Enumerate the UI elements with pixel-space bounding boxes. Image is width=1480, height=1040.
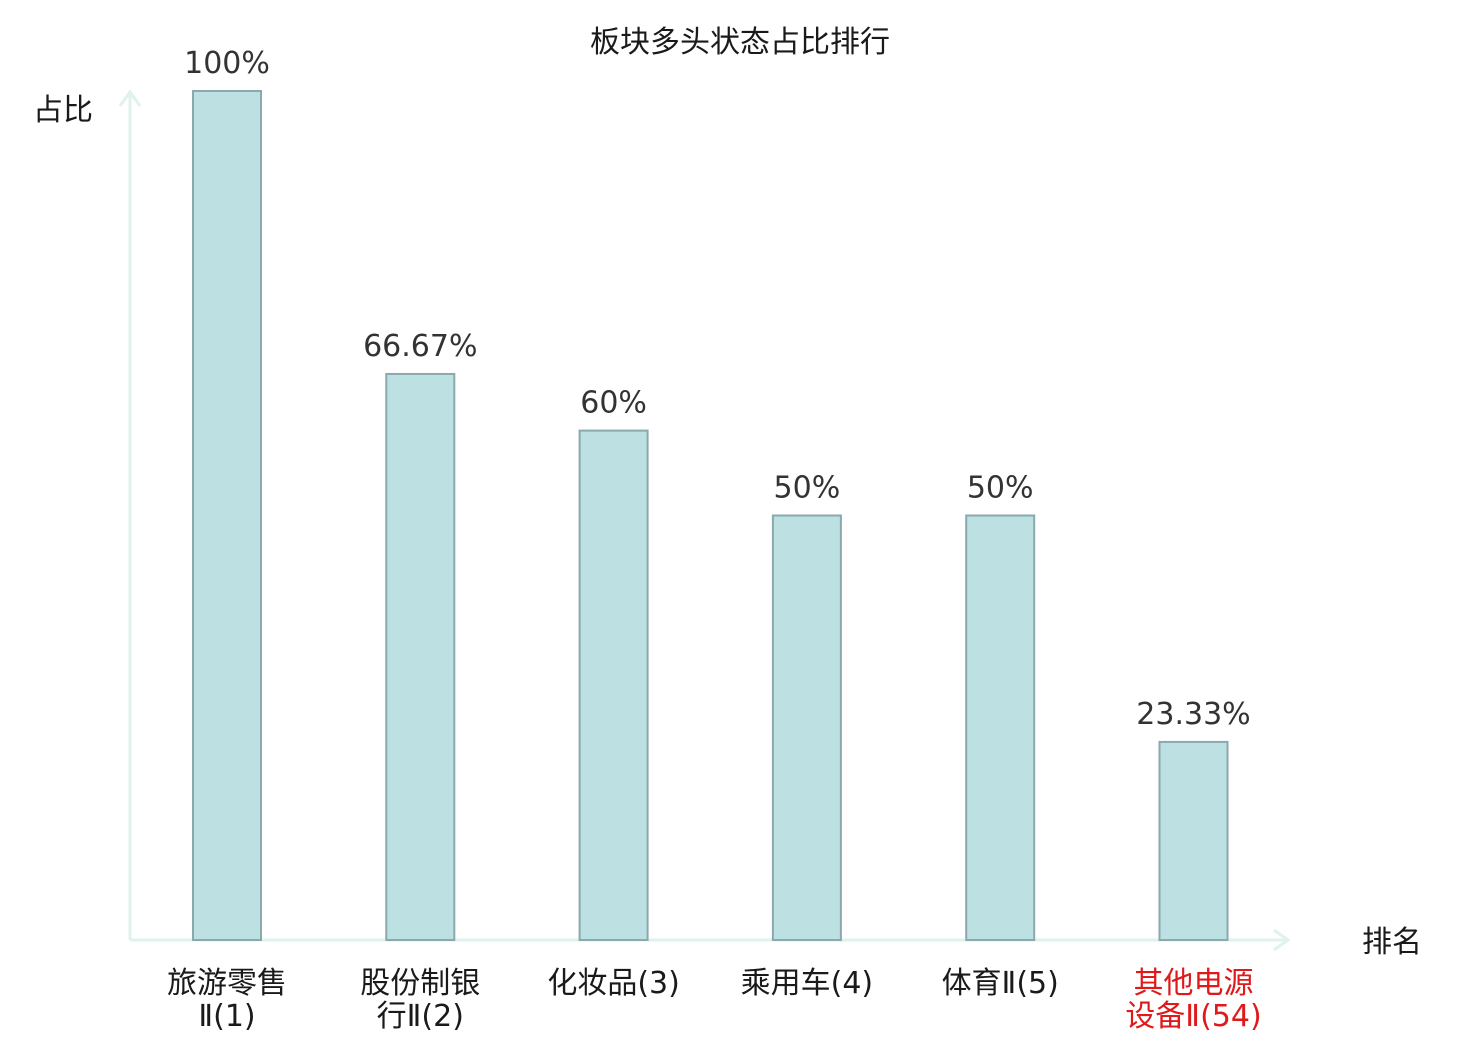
y-axis-arrow [118, 89, 142, 107]
category-label-1: 旅游零售 Ⅱ(1) [167, 966, 287, 1034]
bars [192, 90, 1229, 942]
value-label-5: 50% [967, 471, 1034, 506]
x-axis-label: 排名 [1362, 925, 1422, 960]
y-axis-label: 占比 [33, 93, 93, 128]
value-label-2: 66.67% [363, 329, 477, 364]
value-label-6: 23.33% [1136, 697, 1250, 732]
chart-title: 板块多头状态占比排行 [590, 25, 890, 60]
value-label-4: 50% [774, 471, 841, 506]
category-label-line: 股份制银 [360, 966, 480, 1001]
category-label-4: 乘用车(4) [741, 966, 874, 1001]
category-labels: 旅游零售 Ⅱ(1) 股份制银行Ⅱ(2) 化妆品(3) 乘用车(4) 体育Ⅱ(5) 其他电源设… [167, 966, 1262, 1034]
category-label-line: 设备Ⅱ(54) [1125, 999, 1261, 1034]
category-label-2: 股份制银行Ⅱ(2) [360, 966, 480, 1034]
category-label-line: Ⅱ(1) [198, 999, 255, 1034]
axes [118, 89, 1291, 952]
x-axis-arrow [1273, 928, 1291, 952]
category-label-line: 行Ⅱ(2) [377, 999, 464, 1034]
bar-3 [578, 429, 649, 941]
category-label-line: 其他电源 [1134, 966, 1254, 1001]
category-label-6: 其他电源设备Ⅱ(54) [1125, 966, 1261, 1034]
value-labels: 100% 66.67% 60% 50% 50% 23.33% [184, 46, 1251, 732]
category-label-line: 化妆品(3) [547, 966, 680, 1001]
category-label-line: 体育Ⅱ(5) [942, 966, 1059, 1001]
bar-2 [385, 372, 456, 942]
bar-6 [1158, 740, 1229, 941]
category-label-5: 体育Ⅱ(5) [942, 966, 1059, 1001]
bar-4 [771, 514, 842, 941]
category-label-line: 乘用车(4) [741, 966, 874, 1001]
bar-5 [965, 514, 1036, 941]
bar-1 [192, 90, 262, 941]
value-label-1: 100% [184, 46, 270, 81]
category-label-3: 化妆品(3) [547, 966, 680, 1001]
value-label-3: 60% [580, 386, 647, 421]
category-label-line: 旅游零售 [167, 966, 287, 1001]
